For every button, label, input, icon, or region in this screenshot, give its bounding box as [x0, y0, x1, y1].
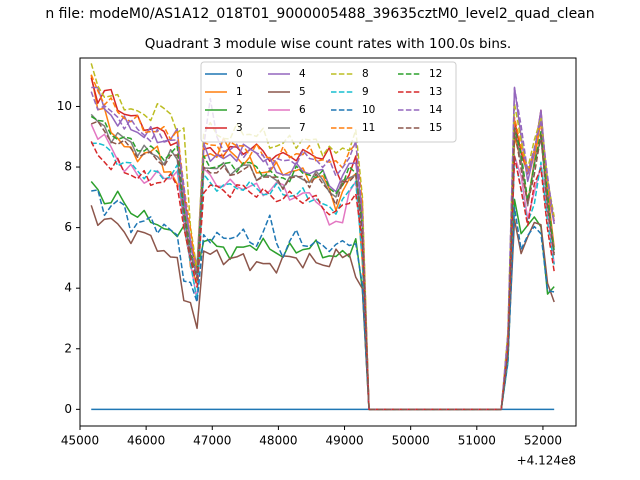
- figure-suptitle: n file: modeM0/AS1A12_018T01_9000005488_…: [45, 6, 594, 22]
- legend-label: 12: [429, 68, 442, 80]
- legend-label: 10: [362, 104, 375, 116]
- x-axis-offset-label: +4.124e8: [517, 454, 576, 468]
- legend-label: 5: [299, 86, 306, 98]
- series-line-10: [91, 189, 555, 411]
- x-tick-label: 49000: [325, 434, 363, 448]
- legend-label: 6: [299, 104, 306, 116]
- legend-label: 11: [362, 122, 375, 134]
- series-line-15: [90, 120, 555, 411]
- legend-label: 9: [362, 86, 369, 98]
- series-line-9: [91, 142, 555, 411]
- y-tick-label: 0: [64, 402, 72, 416]
- legend-label: 0: [236, 68, 243, 80]
- y-tick-label: 10: [57, 99, 72, 113]
- y-tick-label: 2: [64, 341, 72, 355]
- legend-label: 13: [429, 86, 442, 98]
- legend-label: 2: [236, 104, 243, 116]
- x-tick-label: 52000: [524, 434, 562, 448]
- axes-frame: [79, 57, 577, 427]
- x-axis: 45000 46000 47000 48000 49000 50000 51000 52000: [61, 426, 562, 448]
- x-tick-label: 48000: [259, 434, 297, 448]
- legend-label: 7: [299, 122, 306, 134]
- chart-title: Quadrant 3 module wise count rates with …: [145, 36, 511, 52]
- y-tick-label: 8: [64, 160, 72, 174]
- y-tick-label: 6: [64, 220, 72, 234]
- legend-label: 15: [429, 122, 442, 134]
- x-tick-label: 51000: [458, 434, 496, 448]
- y-axis: 0 2 4 6 8 10: [57, 99, 80, 416]
- series-layer: [90, 63, 555, 411]
- x-tick-label: 47000: [193, 434, 231, 448]
- x-tick-label: 50000: [392, 434, 430, 448]
- legend-label: 4: [299, 68, 306, 80]
- legend-label: 1: [236, 86, 243, 98]
- legend-box: [200, 61, 457, 143]
- x-tick-label: 46000: [127, 434, 165, 448]
- legend-label: 14: [429, 104, 443, 116]
- legend-label: 3: [236, 122, 243, 134]
- y-tick-label: 4: [64, 281, 72, 295]
- x-tick-label: 45000: [61, 434, 99, 448]
- legend-label: 8: [362, 68, 369, 80]
